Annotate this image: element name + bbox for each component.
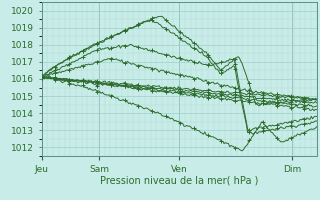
X-axis label: Pression niveau de la mer( hPa ): Pression niveau de la mer( hPa ) [100,175,258,185]
